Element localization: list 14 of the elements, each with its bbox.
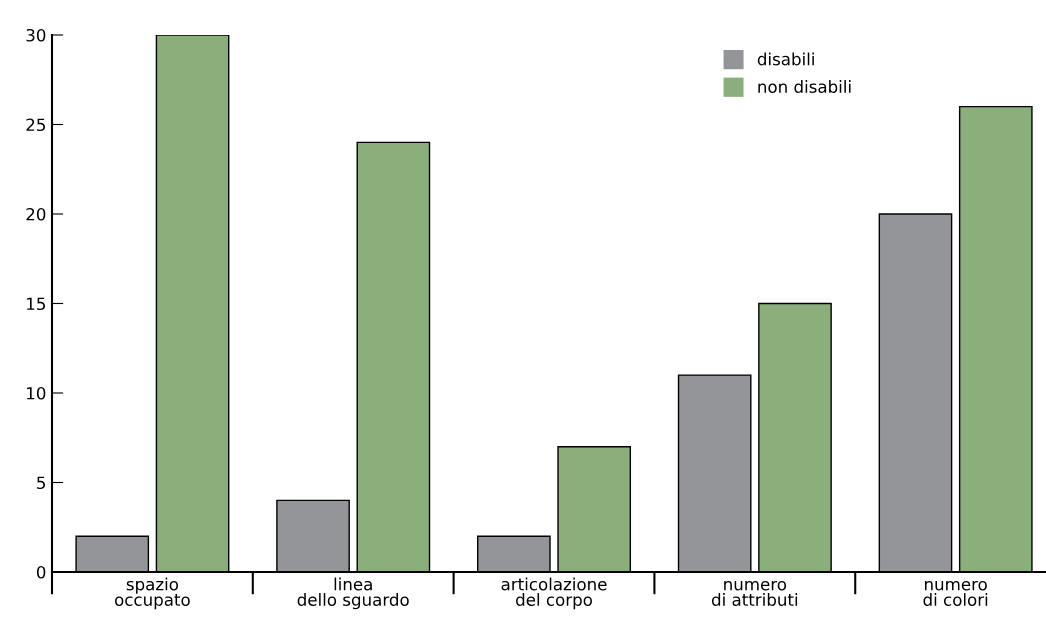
x-tick-label: articolazione del corpo: [501, 577, 607, 610]
y-tick-label: 30: [26, 28, 46, 42]
legend-label: disabili: [757, 52, 814, 66]
x-tick-label: linea dello sguardo: [297, 577, 409, 610]
x-tick-label: spazio occupato: [115, 577, 190, 610]
x-tick-label: numero di attributi: [711, 580, 798, 606]
y-tick-label: 20: [26, 207, 46, 221]
y-tick-label: 0: [36, 565, 46, 579]
y-tick-label: 5: [37, 476, 45, 490]
legend-label: non disabili: [758, 80, 851, 93]
x-tick-label: numero di colori: [923, 580, 988, 606]
y-tick-label: 25: [26, 118, 45, 132]
y-tick-label: 15: [27, 297, 45, 311]
y-tick-label: 10: [27, 386, 46, 400]
